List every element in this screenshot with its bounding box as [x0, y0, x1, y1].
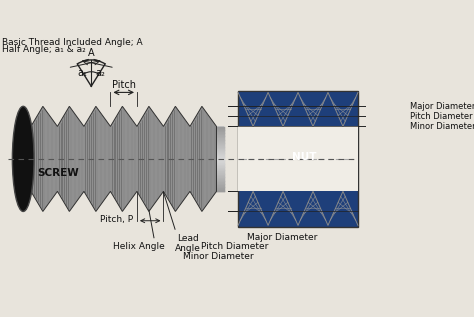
Text: Pitch Diameter: Pitch Diameter: [410, 112, 473, 121]
Polygon shape: [298, 191, 328, 225]
Text: Minor Diameter: Minor Diameter: [410, 122, 474, 131]
Polygon shape: [238, 191, 268, 225]
Bar: [238, 91, 358, 227]
Text: SCREW: SCREW: [37, 168, 79, 178]
Polygon shape: [31, 106, 217, 211]
Text: Lead
Angle: Lead Angle: [175, 234, 201, 253]
Polygon shape: [238, 92, 268, 126]
Polygon shape: [268, 191, 298, 225]
Polygon shape: [328, 92, 358, 126]
Text: a₁: a₁: [78, 68, 88, 78]
Text: NUT: NUT: [292, 152, 316, 162]
Text: A: A: [88, 48, 94, 58]
Text: Helix Angle: Helix Angle: [113, 243, 164, 251]
Polygon shape: [328, 191, 358, 225]
Text: Pitch: Pitch: [112, 80, 136, 90]
Text: Half Angle; a₁ & a₂: Half Angle; a₁ & a₂: [2, 45, 86, 54]
Text: Pitch Diameter: Pitch Diameter: [201, 243, 268, 251]
Text: a₂: a₂: [95, 68, 105, 78]
Text: Minor Diameter: Minor Diameter: [183, 252, 254, 261]
Bar: [23, 126, 224, 191]
Text: Pitch, P: Pitch, P: [100, 216, 133, 224]
Text: Major Diameter: Major Diameter: [246, 233, 317, 242]
Text: Basic Thread Included Angle; A: Basic Thread Included Angle; A: [2, 37, 143, 47]
Text: Major Diameter: Major Diameter: [410, 102, 474, 111]
Ellipse shape: [12, 106, 34, 211]
Bar: [238, 126, 358, 191]
Polygon shape: [268, 92, 298, 126]
Polygon shape: [298, 92, 328, 126]
